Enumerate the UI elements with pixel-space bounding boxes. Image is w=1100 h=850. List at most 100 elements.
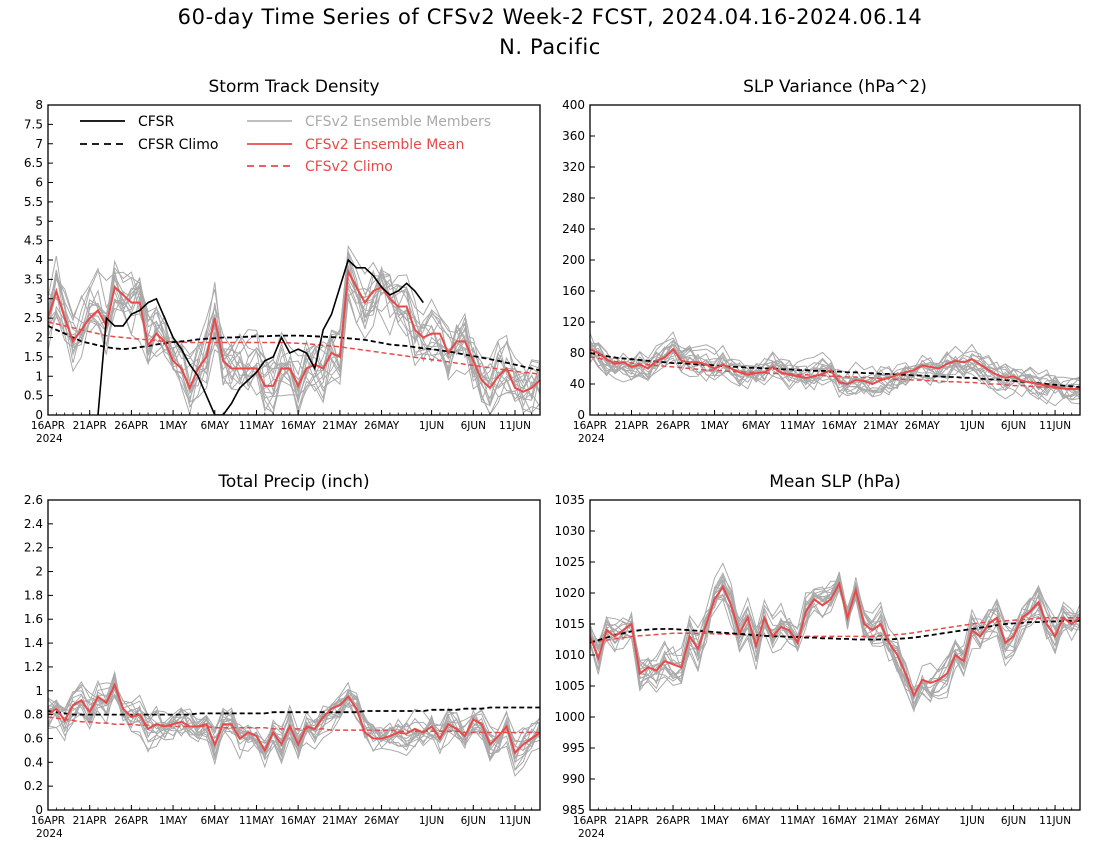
ensemble-member-line bbox=[48, 270, 540, 408]
ensemble-mean-line bbox=[48, 682, 540, 755]
y-tick-label: 1035 bbox=[554, 493, 585, 507]
x-year-label: 2024 bbox=[36, 828, 63, 840]
y-tick-label: 0 bbox=[35, 408, 43, 422]
y-tick-label: 1000 bbox=[554, 710, 585, 724]
panel-title: Storm Track Density bbox=[208, 77, 379, 97]
x-tick-label: 1MAY bbox=[159, 815, 188, 827]
x-tick-label: 1JUN bbox=[419, 815, 444, 827]
x-tick-label: 26APR bbox=[114, 420, 148, 432]
y-tick-label: 0 bbox=[577, 408, 585, 422]
y-tick-label: 280 bbox=[562, 191, 585, 205]
y-tick-label: 5.5 bbox=[24, 195, 43, 209]
y-tick-label: 240 bbox=[562, 222, 585, 236]
x-tick-label: 1JUN bbox=[959, 815, 984, 827]
plot-frame bbox=[47, 104, 541, 416]
x-tick-label: 21MAY bbox=[322, 420, 358, 432]
x-tick-label: 11MAY bbox=[780, 420, 816, 432]
y-tick-label: 990 bbox=[562, 772, 585, 786]
y-tick-label: 3.5 bbox=[24, 272, 43, 286]
y-tick-label: 0.4 bbox=[24, 755, 43, 769]
ensemble-member-line bbox=[590, 580, 1080, 699]
panel-title: SLP Variance (hPa^2) bbox=[743, 77, 927, 97]
y-tick-label: 360 bbox=[562, 129, 585, 143]
y-tick-label: 1 bbox=[35, 684, 43, 698]
y-tick-label: 2 bbox=[35, 331, 43, 345]
ensemble-member-line bbox=[48, 684, 540, 758]
ensemble-member-line bbox=[48, 673, 540, 760]
ensemble-member-line bbox=[590, 579, 1080, 695]
x-tick-label: 16MAY bbox=[281, 815, 317, 827]
ensemble-member-line bbox=[48, 268, 540, 405]
x-tick-label: 16APR bbox=[573, 420, 607, 432]
y-tick-label: 0.8 bbox=[24, 708, 43, 722]
x-tick-label: 21MAY bbox=[863, 815, 899, 827]
y-tick-label: 6.5 bbox=[24, 156, 43, 170]
y-tick-label: 7.5 bbox=[24, 117, 43, 131]
panel-1: Storm Track Density 0 0.5 1 1.5 2 2.5 3 3.5 4 4.5 5… bbox=[24, 77, 541, 445]
cfsr-climo-line bbox=[48, 325, 540, 372]
x-tick-label: 11JUN bbox=[1039, 420, 1071, 432]
x-tick-label: 11MAY bbox=[239, 815, 275, 827]
y-tick-label: 985 bbox=[562, 803, 585, 817]
y-tick-label: 120 bbox=[562, 315, 585, 329]
y-tick-label: 1025 bbox=[554, 555, 585, 569]
y-tick-label: 7 bbox=[35, 137, 43, 151]
y-tick-label: 1015 bbox=[554, 617, 585, 631]
x-tick-label: 11MAY bbox=[239, 420, 275, 432]
x-tick-label: 6JUN bbox=[461, 420, 486, 432]
y-tick-label: 1010 bbox=[554, 648, 585, 662]
x-tick-label: 1MAY bbox=[700, 420, 729, 432]
plot-area bbox=[48, 244, 540, 415]
x-tick-label: 6MAY bbox=[201, 815, 230, 827]
y-tick-label: 4 bbox=[35, 253, 43, 267]
ensemble-member-line bbox=[48, 267, 540, 415]
ensemble-member-line bbox=[590, 351, 1080, 401]
x-tick-label: 6JUN bbox=[1001, 420, 1026, 432]
cfsv2-climo-line bbox=[48, 716, 540, 734]
cfsr-climo-line bbox=[590, 620, 1080, 644]
ensemble-member-line bbox=[48, 265, 540, 415]
ensemble-mean-line bbox=[590, 580, 1080, 698]
cfsv2-climo-line bbox=[590, 356, 1080, 391]
legend-cfsr-climo-label: CFSR Climo bbox=[138, 137, 218, 153]
x-tick-label: 21APR bbox=[614, 815, 648, 827]
y-tick-label: 8 bbox=[35, 98, 43, 112]
x-tick-label: 6MAY bbox=[742, 420, 771, 432]
y-tick-label: 0.6 bbox=[24, 731, 43, 745]
page-title: 60-day Time Series of CFSv2 Week-2 FCST,… bbox=[177, 5, 923, 29]
ensemble-member-line bbox=[590, 571, 1080, 698]
y-tick-label: 1 bbox=[35, 369, 43, 383]
x-tick-label: 21MAY bbox=[863, 420, 899, 432]
y-tick-label: 2.6 bbox=[24, 493, 43, 507]
x-year-label: 2024 bbox=[578, 433, 605, 445]
y-tick-label: 1005 bbox=[554, 679, 585, 693]
y-tick-label: 0 bbox=[35, 803, 43, 817]
y-tick-label: 995 bbox=[562, 741, 585, 755]
x-tick-label: 16APR bbox=[31, 420, 65, 432]
x-tick-label: 1MAY bbox=[700, 815, 729, 827]
x-tick-label: 21APR bbox=[73, 815, 107, 827]
cfsr-climo-line bbox=[590, 352, 1080, 388]
x-tick-label: 6MAY bbox=[201, 420, 230, 432]
x-tick-label: 26APR bbox=[656, 815, 690, 827]
x-tick-label: 26APR bbox=[114, 815, 148, 827]
ensemble-member-line bbox=[590, 337, 1080, 405]
y-tick-label: 1030 bbox=[554, 524, 585, 538]
panel-title: Total Precip (inch) bbox=[217, 472, 369, 492]
y-tick-label: 2.4 bbox=[24, 517, 43, 531]
legend-ens-mean-label: CFSv2 Ensemble Mean bbox=[305, 137, 464, 153]
ensemble-member-line bbox=[48, 255, 540, 415]
legend-cfsv2-climo-label: CFSv2 Climo bbox=[305, 159, 393, 175]
x-tick-label: 21APR bbox=[614, 420, 648, 432]
x-tick-label: 11MAY bbox=[780, 815, 816, 827]
x-year-label: 2024 bbox=[36, 433, 63, 445]
y-tick-label: 4.5 bbox=[24, 234, 43, 248]
y-tick-label: 1.8 bbox=[24, 588, 43, 602]
x-tick-label: 1JUN bbox=[959, 420, 984, 432]
x-tick-label: 11JUN bbox=[499, 420, 531, 432]
y-tick-label: 1020 bbox=[554, 586, 585, 600]
cfsr-line bbox=[97, 258, 424, 415]
x-tick-label: 6JUN bbox=[461, 815, 486, 827]
x-tick-label: 26MAY bbox=[364, 420, 400, 432]
